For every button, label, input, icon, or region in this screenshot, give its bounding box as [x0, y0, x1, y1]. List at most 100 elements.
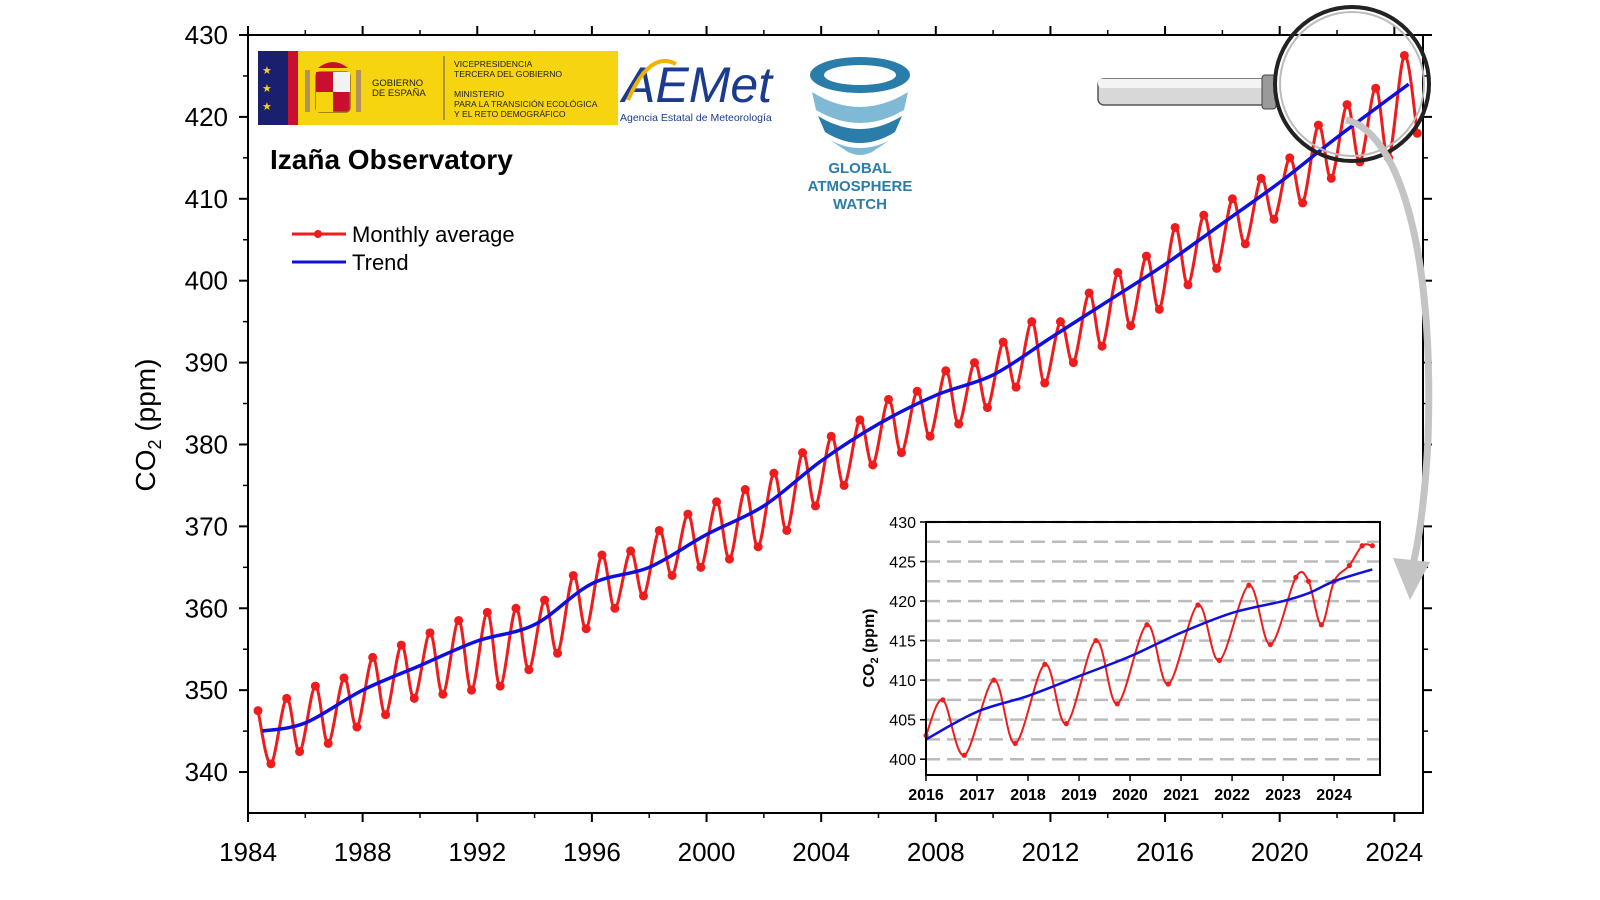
inset-y-label-unit: (ppm): [861, 608, 878, 652]
monthly-average-trough-point: [381, 710, 391, 720]
inset-monthly-average-point: [1293, 574, 1299, 580]
inset-x-tick-label: 2021: [1163, 787, 1199, 804]
monthly-average-peak-point: [712, 497, 722, 507]
inset-y-tick-label: 425: [889, 555, 916, 572]
y-tick-label: 390: [185, 348, 228, 378]
inset-y-axis-label: CO2 (ppm): [861, 608, 881, 687]
gobierno-line-1: GOBIERNO: [372, 78, 423, 89]
inset-monthly-average-point: [940, 697, 946, 703]
monthly-average-trough-point: [495, 681, 505, 691]
inset-plot-frame: [925, 521, 1381, 776]
monthly-average-trough-point: [839, 480, 849, 490]
x-tick-label: 1996: [563, 837, 621, 867]
monthly-average-peak-point: [855, 415, 865, 425]
aemet-subtitle: Agencia Estatal de Meteorología: [620, 112, 772, 124]
monthly-average-trough-point: [352, 722, 362, 732]
monthly-average-trough-point: [1326, 173, 1336, 183]
monthly-average-peak-point: [969, 358, 979, 368]
inset-plot-series: [923, 543, 1375, 758]
monthly-average-trough-point: [438, 689, 448, 699]
monthly-average-trough-point: [954, 419, 964, 429]
monthly-average-peak-point: [1371, 83, 1381, 93]
monthly-average-peak-point: [253, 706, 263, 716]
y-tick-label: 370: [185, 511, 228, 541]
y-tick-label: 400: [185, 266, 228, 296]
gaw-line-1: GLOBAL: [828, 160, 891, 177]
inset-y-tick-label: 420: [889, 594, 916, 611]
monthly-average-peak-point: [1084, 288, 1094, 298]
monthly-average-trough-point: [1240, 239, 1250, 249]
monthly-average-trough-point: [724, 554, 734, 564]
inset-monthly-average-point: [1195, 602, 1201, 608]
inset-x-tick-label: 2023: [1265, 787, 1301, 804]
x-tick-label: 2000: [678, 837, 736, 867]
inset-monthly-average-point: [1369, 543, 1375, 549]
monthly-average-peak-point: [1027, 317, 1037, 327]
monthly-average-trough-point: [1097, 341, 1107, 351]
legend-monthly-label: Monthly average: [352, 222, 515, 247]
aemet-sun-arc: [626, 58, 677, 101]
inset-monthly-average-point: [1359, 543, 1365, 549]
gaw-logo: GLOBAL ATMOSPHERE WATCH: [808, 57, 912, 213]
inset-monthly-average-point: [961, 752, 967, 758]
x-tick-label: 2012: [1022, 837, 1080, 867]
inset-y-label-subscript: 2: [869, 657, 881, 663]
monthly-average-peak-point: [282, 693, 292, 703]
ministerio-line-4: PARA LA TRANSICIÓN ECOLÓGICA: [454, 99, 598, 109]
inset-x-tick-label: 2020: [1112, 787, 1148, 804]
monthly-average-peak-point: [683, 509, 693, 519]
magnifier-icon: [1097, 5, 1431, 163]
inset-x-tick-label: 2016: [908, 787, 944, 804]
monthly-average-peak-point: [1342, 100, 1352, 110]
main-co2-chart: 340 350 360 370 380 390 400 410 420 430 1984 1988 19…: [130, 20, 1432, 867]
monthly-average-peak-point: [597, 550, 607, 560]
monthly-average-trough-point: [553, 648, 563, 658]
monthly-average-trough-point: [753, 542, 763, 552]
monthly-average-trough-point: [467, 685, 477, 695]
monthly-average-trough-point: [581, 624, 591, 634]
aemet-logo: AEMet Agencia Estatal de Meteorología: [619, 57, 774, 124]
legend-monthly-swatch: [292, 230, 346, 238]
svg-text:★: ★: [262, 101, 272, 113]
inset-y-tick-label: 415: [889, 634, 916, 651]
monthly-average-peak-point: [1141, 251, 1151, 261]
y-tick-label: 410: [185, 184, 228, 214]
inset-monthly-average-point: [1318, 622, 1324, 628]
monthly-average-trough-point: [610, 603, 620, 613]
main-plot-series: [253, 50, 1422, 769]
monthly-average-trough-point: [323, 738, 333, 748]
monthly-average-trough-point: [1269, 214, 1279, 224]
inset-monthly-average-point: [1144, 622, 1150, 628]
monthly-average-peak-point: [339, 673, 349, 683]
main-y-label-unit: (ppm): [130, 359, 161, 432]
monthly-average-trough-point: [1040, 378, 1050, 388]
aemet-wordmark: AEMet: [619, 57, 774, 113]
monthly-average-trough-point: [1298, 198, 1308, 208]
inset-background: [926, 522, 1380, 775]
monthly-average-peak-point: [826, 431, 836, 441]
monthly-average-peak-point: [1113, 267, 1123, 277]
x-tick-label: 1992: [448, 837, 506, 867]
x-tick-label: 2020: [1251, 837, 1309, 867]
inset-y-tick-label: 400: [889, 752, 916, 769]
x-tick-label: 2016: [1136, 837, 1194, 867]
inset-gridlines: [926, 520, 1380, 761]
monthly-average-peak-point: [396, 640, 406, 650]
inset-trend-line: [925, 568, 1373, 741]
inset-y-tick-label: 405: [889, 713, 916, 730]
monthly-average-line: [256, 53, 1419, 766]
monthly-average-trough-point: [782, 525, 792, 535]
monthly-average-peak-point: [798, 448, 808, 458]
globe-icon: [810, 57, 910, 155]
monthly-average-peak-point: [1313, 120, 1323, 130]
y-tick-label: 380: [185, 429, 228, 459]
inset-y-tick-label: 410: [889, 673, 916, 690]
ministerio-line-5: Y EL RETO DEMOGRÁFICO: [454, 109, 566, 119]
main-y-label-subscript: 2: [145, 439, 165, 449]
inset-monthly-average-point: [1093, 637, 1099, 644]
monthly-average-trough-point: [982, 403, 992, 413]
monthly-average-peak-point: [769, 468, 779, 478]
y-tick-label: 350: [185, 675, 228, 705]
x-tick-label: 2024: [1365, 837, 1423, 867]
monthly-average-peak-point: [998, 337, 1008, 347]
